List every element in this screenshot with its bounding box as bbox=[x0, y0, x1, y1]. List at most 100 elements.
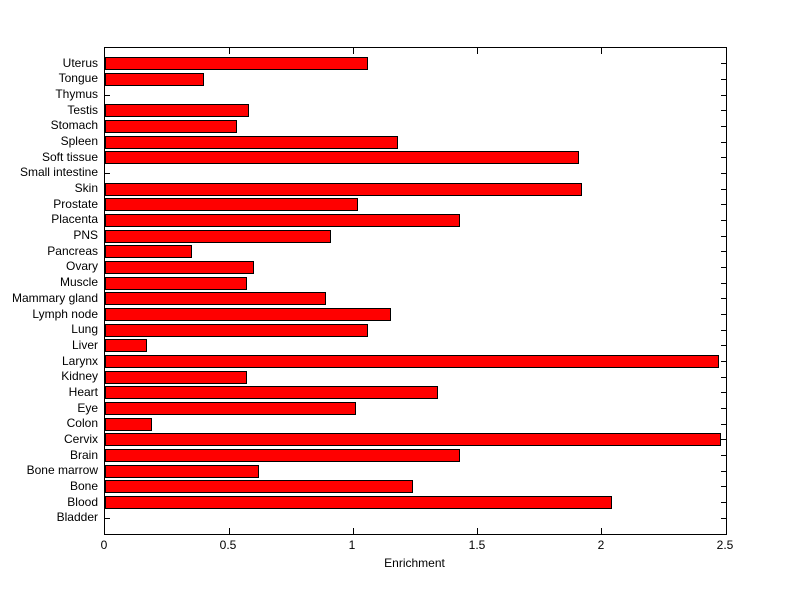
ytick-label-pancreas: Pancreas bbox=[47, 244, 98, 258]
bar-kidney bbox=[105, 371, 247, 384]
ytick-label-brain: Brain bbox=[69, 448, 98, 462]
x-tick-top bbox=[477, 48, 479, 54]
ytick-label-lymph-node: Lymph node bbox=[32, 307, 98, 321]
ytick-label-prostate: Prostate bbox=[53, 197, 98, 211]
xtick-label-1.5: 1.5 bbox=[468, 538, 486, 552]
bar-ovary bbox=[105, 261, 254, 274]
bar-spleen bbox=[105, 136, 398, 149]
ytick-label-heart: Heart bbox=[68, 385, 98, 399]
y-tick-right bbox=[721, 235, 726, 237]
y-tick-right bbox=[721, 251, 726, 253]
bar-skin bbox=[105, 183, 582, 196]
x-axis-label: Enrichment bbox=[384, 556, 445, 570]
y-tick-right bbox=[721, 78, 726, 80]
bar-soft-tissue bbox=[105, 151, 579, 164]
bar-stomach bbox=[105, 120, 237, 133]
bar-liver bbox=[105, 339, 147, 352]
xtick-label-0.5: 0.5 bbox=[219, 538, 237, 552]
ytick-label-muscle: Muscle bbox=[59, 275, 98, 289]
ytick-label-tongue: Tongue bbox=[58, 71, 98, 85]
y-tick-right bbox=[721, 455, 726, 457]
xtick-label-2: 2 bbox=[597, 538, 605, 552]
bar-heart bbox=[105, 386, 438, 399]
x-tick-top bbox=[352, 48, 354, 54]
y-tick-right bbox=[721, 486, 726, 488]
bar-cervix bbox=[105, 433, 721, 446]
ytick-label-pns: PNS bbox=[73, 228, 98, 242]
bar-pancreas bbox=[105, 245, 192, 258]
ytick-label-stomach: Stomach bbox=[50, 118, 98, 132]
y-tick-left bbox=[105, 517, 110, 519]
bar-uterus bbox=[105, 57, 368, 70]
y-tick-right bbox=[721, 517, 726, 519]
y-tick-right bbox=[721, 361, 726, 363]
bar-lung bbox=[105, 324, 368, 337]
y-tick-right bbox=[721, 157, 726, 159]
ytick-label-skin: Skin bbox=[74, 181, 98, 195]
y-tick-left bbox=[105, 172, 110, 174]
y-tick-right bbox=[721, 314, 726, 316]
ytick-label-cervix: Cervix bbox=[63, 432, 98, 446]
bar-prostate bbox=[105, 198, 358, 211]
y-tick-right bbox=[721, 423, 726, 425]
bar-tongue bbox=[105, 73, 204, 86]
ytick-label-spleen: Spleen bbox=[60, 134, 98, 148]
xtick-label-0: 0 bbox=[100, 538, 108, 552]
y-tick-right bbox=[721, 298, 726, 300]
ytick-label-kidney: Kidney bbox=[61, 369, 98, 383]
y-tick-right bbox=[721, 392, 726, 394]
plot-area bbox=[104, 47, 727, 535]
bar-placenta bbox=[105, 214, 460, 227]
x-tick-bottom bbox=[228, 528, 230, 534]
y-tick-right bbox=[721, 266, 726, 268]
y-tick-right bbox=[721, 172, 726, 174]
ytick-label-colon: Colon bbox=[66, 416, 98, 430]
ytick-label-eye: Eye bbox=[77, 401, 98, 415]
y-tick-right bbox=[721, 204, 726, 206]
y-tick-right bbox=[721, 408, 726, 410]
ytick-label-soft-tissue: Soft tissue bbox=[41, 150, 98, 164]
bar-eye bbox=[105, 402, 356, 415]
y-tick-right bbox=[721, 329, 726, 331]
y-tick-right bbox=[721, 94, 726, 96]
bar-blood bbox=[105, 496, 612, 509]
bar-testis bbox=[105, 104, 249, 117]
ytick-label-placenta: Placenta bbox=[51, 212, 98, 226]
ytick-label-ovary: Ovary bbox=[65, 259, 98, 273]
xtick-label-1: 1 bbox=[348, 538, 356, 552]
ytick-label-larynx: Larynx bbox=[61, 354, 98, 368]
x-tick-bottom bbox=[477, 528, 479, 534]
y-tick-right bbox=[721, 63, 726, 65]
y-tick-right bbox=[721, 282, 726, 284]
bar-muscle bbox=[105, 277, 247, 290]
ytick-label-bone: Bone bbox=[69, 479, 98, 493]
bar-brain bbox=[105, 449, 460, 462]
y-tick-right bbox=[721, 219, 726, 221]
y-tick-right bbox=[721, 376, 726, 378]
y-tick-right bbox=[721, 141, 726, 143]
y-tick-right bbox=[721, 188, 726, 190]
bar-lymph-node bbox=[105, 308, 391, 321]
bar-bone-marrow bbox=[105, 465, 259, 478]
bar-pns bbox=[105, 230, 331, 243]
ytick-label-liver: Liver bbox=[71, 338, 98, 352]
y-tick-right bbox=[721, 439, 726, 441]
x-tick-top bbox=[601, 48, 603, 54]
bar-mammary-gland bbox=[105, 292, 326, 305]
ytick-label-mammary-gland: Mammary gland bbox=[11, 291, 98, 305]
ytick-label-uterus: Uterus bbox=[62, 56, 98, 70]
y-tick-right bbox=[721, 125, 726, 127]
ytick-label-bone-marrow: Bone marrow bbox=[26, 463, 98, 477]
y-tick-right bbox=[721, 470, 726, 472]
ytick-label-thymus: Thymus bbox=[55, 87, 98, 101]
y-tick-right bbox=[721, 110, 726, 112]
ytick-label-lung: Lung bbox=[71, 322, 98, 336]
bar-larynx bbox=[105, 355, 719, 368]
y-tick-right bbox=[721, 502, 726, 504]
bar-colon bbox=[105, 418, 152, 431]
x-tick-bottom bbox=[601, 528, 603, 534]
y-tick-left bbox=[105, 94, 110, 96]
ytick-label-small-intestine: Small intestine bbox=[19, 165, 98, 179]
xtick-label-2.5: 2.5 bbox=[716, 538, 734, 552]
